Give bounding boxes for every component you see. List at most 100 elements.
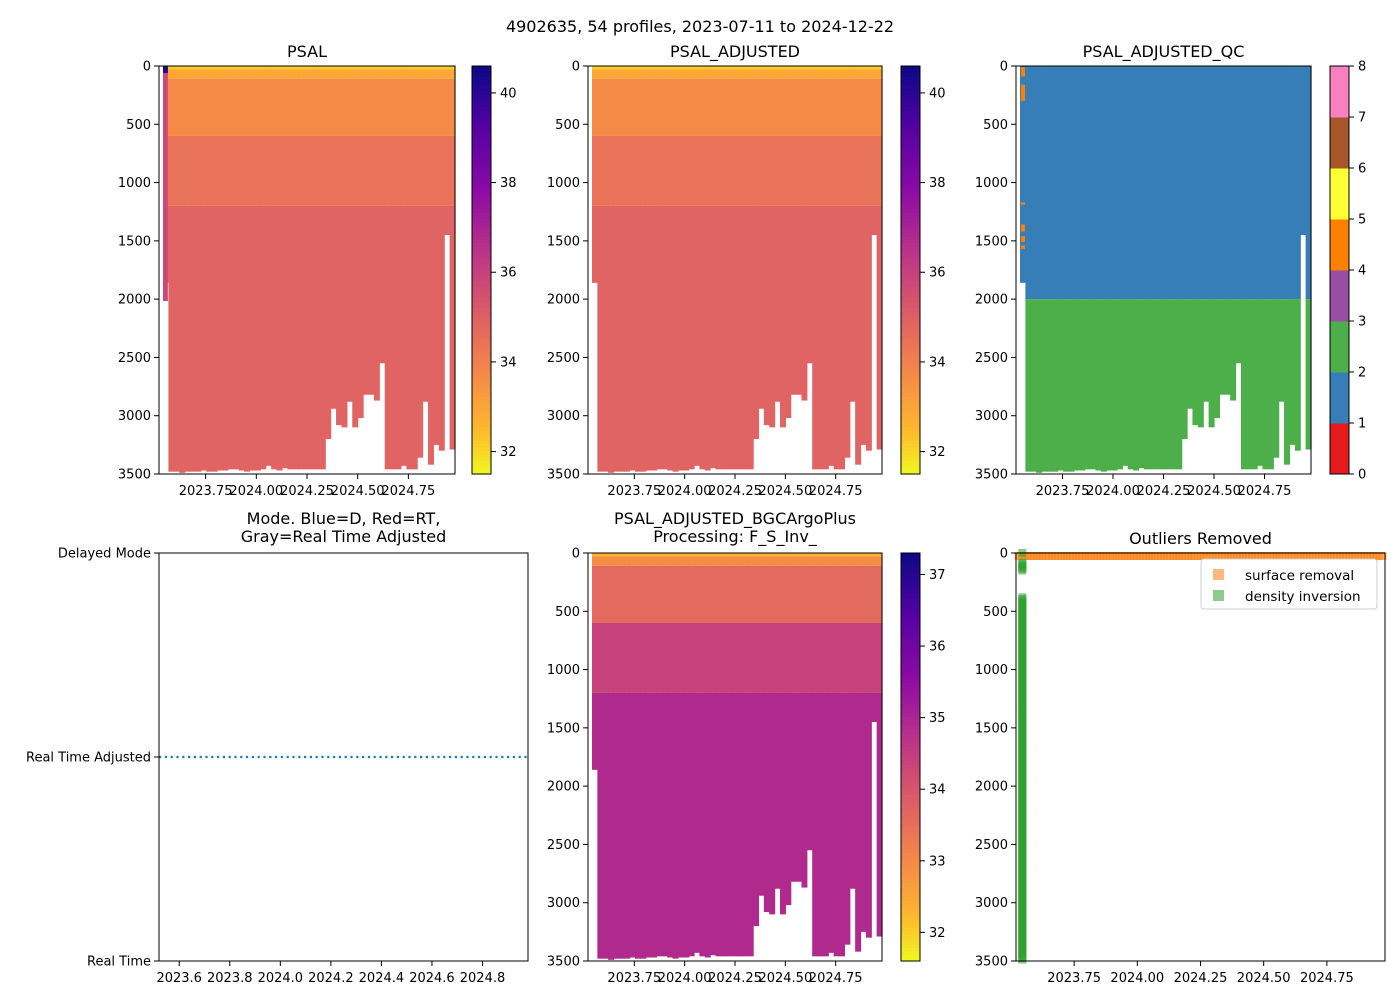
heatmap-column [602,553,609,959]
heatmap-column [720,66,727,470]
heatmap-cell [806,556,813,566]
heatmap-cell [812,553,819,557]
colorbar-segment [901,685,920,690]
heatmap-cell [298,135,305,206]
heatmap-cell [758,565,765,623]
heatmap-cell [406,66,413,70]
heatmap-cell [715,556,722,566]
colorbar-segment [472,334,491,339]
heatmap-cell [763,692,770,913]
heatmap-cell [422,135,429,206]
heatmap-cell [753,205,760,440]
heatmap-cell [618,66,625,70]
heatmap-cell [855,622,862,693]
colorbar-segment [901,913,920,918]
colorbar-segment [901,899,920,904]
heatmap-cell [801,622,808,693]
colorbar-segment [901,144,920,149]
heatmap-cell [640,135,647,206]
colorbar-segment [901,777,920,782]
heatmap-cell [618,78,625,136]
heatmap-cell [379,78,386,136]
y-tick-label: 2000 [118,293,151,308]
heatmap-cell [244,66,251,70]
heatmap-column [1160,66,1167,470]
heatmap-cell [1208,299,1215,428]
heatmap-column [1084,66,1091,470]
heatmap-column [758,66,765,409]
heatmap-cell [411,66,418,70]
colorbar-tick-label: 32 [929,926,946,941]
heatmap-cell [608,69,615,79]
y-tick-label: 2000 [547,293,580,308]
heatmap-column [844,66,851,458]
colorbar-segment [901,726,920,731]
heatmap-column [1046,66,1053,472]
heatmap-cell [1046,299,1053,472]
heatmap-cell [1084,299,1091,470]
heatmap-cell [1187,299,1194,409]
colorbar-segment [472,382,491,387]
heatmap-cell [753,565,760,623]
heatmap-cell [839,135,846,206]
colorbar-segment [472,280,491,285]
heatmap-cell [184,135,191,206]
heatmap-cell [352,78,359,136]
heatmap-cell [363,135,370,206]
heatmap-cell [265,135,272,206]
heatmap-cell [325,205,332,440]
heatmap-cell [390,69,397,79]
heatmap-cell [645,553,652,557]
heatmap-cell [871,135,878,206]
y-tick-label: Real Time Adjusted [26,751,151,766]
heatmap-cell [747,692,754,957]
heatmap-cell [796,556,803,566]
heatmap-cell [395,78,402,136]
heatmap-column [645,66,652,471]
heatmap-cell [1021,67,1025,77]
heatmap-cell [779,135,786,206]
heatmap-column [1289,66,1296,445]
colorbar-segment [901,232,920,237]
heatmap-cell [602,553,609,557]
heatmap-column [260,66,267,470]
heatmap-cell [790,66,797,70]
colorbar-segment [901,879,920,884]
x-tick-label: 2023.75 [1047,971,1101,986]
heatmap-cell [325,66,332,70]
y-tick-label: 0 [1000,547,1008,562]
heatmap-cell [602,78,609,136]
heatmap-cell [710,78,717,136]
heatmap-column [801,66,808,401]
colorbar-segment [901,96,920,101]
heatmap-column [1170,66,1177,470]
heatmap-column [395,66,402,470]
heatmap-cell [672,565,679,623]
colorbar-segment [472,416,491,421]
heatmap-cell [731,78,738,136]
colorbar-segment [901,222,920,227]
colorbar-segment [901,855,920,860]
colorbar-segment [901,188,920,193]
heatmap-cell [839,556,846,566]
colorbar-segment [901,563,920,568]
colorbar-segment [901,76,920,81]
y-tick-label: 1500 [118,234,151,249]
series-surface-removal [1014,552,1387,560]
heatmap-cell [849,565,856,623]
legend-label: surface removal [1245,568,1354,584]
heatmap-cell [710,692,717,956]
heatmap-cell [357,135,364,206]
heatmap-column [400,66,407,466]
heatmap-cell [444,205,451,236]
panel-psal_adj: PSAL_ADJUSTED050010001500200025003000350… [547,42,946,499]
heatmap-cell [779,78,786,136]
colorbar-tick-label: 34 [929,355,946,370]
y-tick-label: 3500 [975,468,1008,483]
colorbar-segment [901,791,920,795]
heatmap-cell [433,69,440,79]
y-tick-label: 2500 [975,838,1008,853]
colorbar-segment [901,113,920,118]
colorbar-segment [901,321,920,325]
